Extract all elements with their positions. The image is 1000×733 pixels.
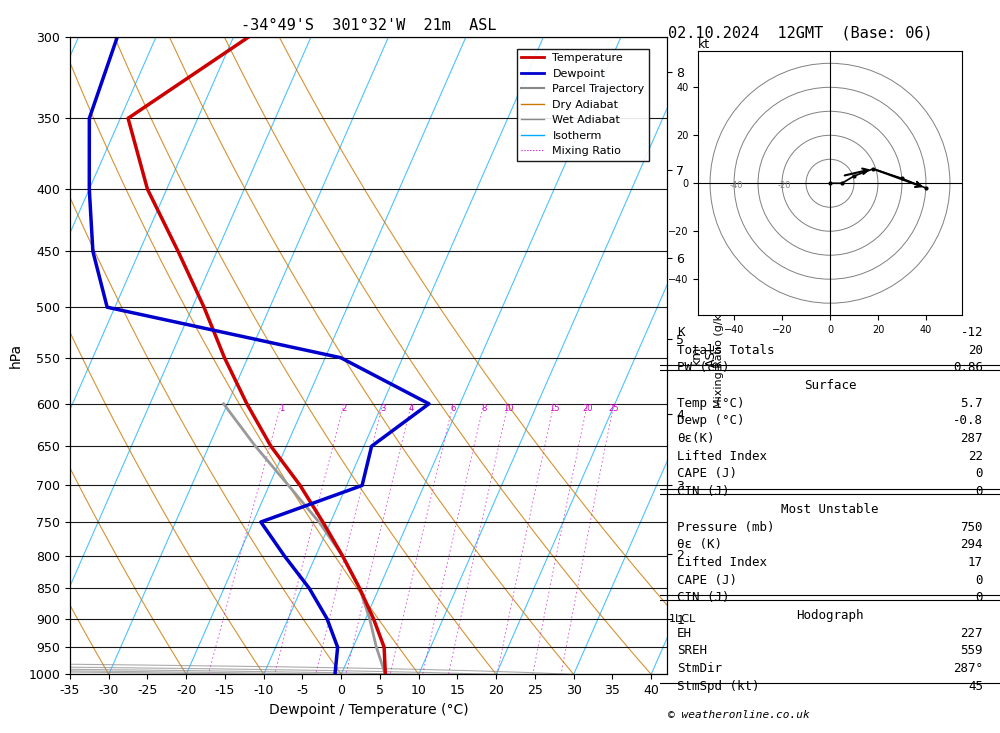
Text: CIN (J): CIN (J): [677, 592, 730, 604]
Text: 1LCL: 1LCL: [669, 614, 696, 624]
Text: Most Unstable: Most Unstable: [781, 503, 879, 516]
Text: 0: 0: [976, 574, 983, 586]
Text: CIN (J): CIN (J): [677, 485, 730, 498]
Text: 02.10.2024  12GMT  (Base: 06): 02.10.2024 12GMT (Base: 06): [668, 26, 933, 40]
Text: -0.8: -0.8: [953, 414, 983, 427]
Text: Hodograph: Hodograph: [796, 609, 864, 622]
Text: 17: 17: [968, 556, 983, 569]
Text: 20: 20: [968, 344, 983, 357]
Text: 0: 0: [976, 468, 983, 480]
Text: θε (K): θε (K): [677, 538, 722, 551]
Text: CAPE (J): CAPE (J): [677, 468, 737, 480]
Text: θε(K): θε(K): [677, 432, 714, 445]
Title: -34°49'S  301°32'W  21m  ASL: -34°49'S 301°32'W 21m ASL: [241, 18, 496, 33]
Text: 22: 22: [968, 450, 983, 463]
Text: Totals Totals: Totals Totals: [677, 344, 774, 357]
Text: Lifted Index: Lifted Index: [677, 556, 767, 569]
Text: 227: 227: [960, 627, 983, 640]
Text: 45: 45: [968, 679, 983, 693]
Y-axis label: hPa: hPa: [9, 343, 23, 368]
Text: 8: 8: [481, 404, 486, 413]
Text: -40: -40: [729, 181, 743, 190]
Text: Dewp (°C): Dewp (°C): [677, 414, 744, 427]
Text: 0: 0: [976, 592, 983, 604]
Text: 0.86: 0.86: [953, 361, 983, 375]
Text: SREH: SREH: [677, 644, 707, 658]
Text: 0: 0: [976, 485, 983, 498]
Text: CAPE (J): CAPE (J): [677, 574, 737, 586]
Text: 4: 4: [409, 404, 414, 413]
Text: Temp (°C): Temp (°C): [677, 397, 744, 410]
Text: 294: 294: [960, 538, 983, 551]
Legend: Temperature, Dewpoint, Parcel Trajectory, Dry Adiabat, Wet Adiabat, Isotherm, Mi: Temperature, Dewpoint, Parcel Trajectory…: [517, 48, 649, 161]
Text: Mixing Ratio (g/kg): Mixing Ratio (g/kg): [714, 303, 724, 408]
X-axis label: Dewpoint / Temperature (°C): Dewpoint / Temperature (°C): [269, 703, 468, 717]
Text: PW (cm): PW (cm): [677, 361, 730, 375]
Text: 1: 1: [279, 404, 284, 413]
Text: kt: kt: [698, 38, 710, 51]
Text: 2: 2: [341, 404, 347, 413]
Text: 6: 6: [450, 404, 456, 413]
Text: 5.7: 5.7: [960, 397, 983, 410]
Text: -20: -20: [777, 181, 791, 190]
Text: Lifted Index: Lifted Index: [677, 450, 767, 463]
Text: -12: -12: [960, 326, 983, 339]
Text: StmSpd (kt): StmSpd (kt): [677, 679, 760, 693]
Text: 10: 10: [503, 404, 513, 413]
Text: EH: EH: [677, 627, 692, 640]
Text: Surface: Surface: [804, 379, 856, 392]
Text: 25: 25: [609, 404, 619, 413]
Text: 3: 3: [380, 404, 386, 413]
Text: 559: 559: [960, 644, 983, 658]
Text: StmDir: StmDir: [677, 662, 722, 675]
Text: K: K: [677, 326, 684, 339]
Text: © weatheronline.co.uk: © weatheronline.co.uk: [668, 710, 810, 721]
Text: 15: 15: [549, 404, 559, 413]
Text: Pressure (mb): Pressure (mb): [677, 520, 774, 534]
Text: 20: 20: [582, 404, 593, 413]
Text: 287: 287: [960, 432, 983, 445]
Text: 287°: 287°: [953, 662, 983, 675]
Text: 750: 750: [960, 520, 983, 534]
Y-axis label: km
ASL: km ASL: [690, 344, 718, 367]
